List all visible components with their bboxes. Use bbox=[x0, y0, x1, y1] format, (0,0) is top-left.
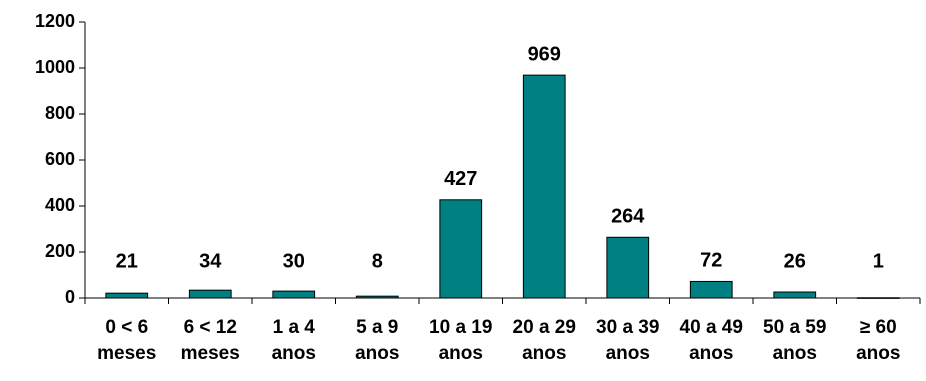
y-tick-label: 800 bbox=[45, 103, 75, 123]
bar bbox=[355, 295, 399, 299]
y-tick-label: 1200 bbox=[35, 11, 75, 31]
x-tick-label: 5 a 9 bbox=[356, 317, 398, 338]
x-tick-label: 0 < 6 bbox=[105, 317, 148, 338]
y-tick-label: 1000 bbox=[35, 57, 75, 77]
data-label: 21 bbox=[116, 250, 138, 272]
data-label: 26 bbox=[784, 250, 806, 272]
data-labels: 21 34 30 8 427 969 264 72 26 1 bbox=[116, 43, 884, 272]
x-tick-label: anos bbox=[272, 343, 316, 364]
x-tick-label: 6 < 12 bbox=[184, 317, 237, 338]
data-label: 427 bbox=[444, 168, 477, 190]
x-tick-label: anos bbox=[606, 343, 650, 364]
bar bbox=[188, 289, 232, 299]
bar bbox=[773, 291, 817, 299]
data-label: 72 bbox=[700, 250, 722, 272]
data-label: 969 bbox=[528, 43, 561, 65]
y-axis: 0 200 400 600 800 1000 1200 bbox=[35, 11, 86, 307]
x-tick-label: anos bbox=[355, 343, 399, 364]
bars bbox=[105, 74, 900, 299]
bar bbox=[522, 74, 566, 299]
x-tick-label: anos bbox=[439, 343, 483, 364]
bar bbox=[856, 297, 900, 299]
y-tick-label: 200 bbox=[45, 241, 75, 261]
data-label: 8 bbox=[372, 250, 383, 272]
data-label: 34 bbox=[199, 250, 222, 272]
x-tick-label: 10 a 19 bbox=[429, 317, 492, 338]
x-tick-labels: 0 < 6 meses 6 < 12 meses 1 a 4 anos 5 a 9 anos 1… bbox=[97, 317, 900, 364]
x-tick-label: ≥ 60 bbox=[860, 317, 897, 338]
x-tick-label: 1 a 4 bbox=[273, 317, 316, 338]
bar bbox=[606, 236, 650, 299]
x-tick-label: anos bbox=[773, 343, 817, 364]
y-tick-label: 400 bbox=[45, 195, 75, 215]
x-tick-label: meses bbox=[181, 343, 240, 364]
bar bbox=[439, 199, 483, 299]
bar bbox=[105, 292, 149, 299]
x-tick-label: 40 a 49 bbox=[680, 317, 743, 338]
x-tick-label: meses bbox=[97, 343, 156, 364]
data-label: 1 bbox=[873, 250, 884, 272]
x-tick-label: anos bbox=[856, 343, 900, 364]
bar bbox=[689, 280, 733, 299]
data-label: 264 bbox=[611, 206, 645, 228]
x-tick-label: 20 a 29 bbox=[513, 317, 576, 338]
y-tick-label: 0 bbox=[65, 287, 75, 307]
data-label: 30 bbox=[283, 250, 305, 272]
bar bbox=[272, 290, 316, 299]
x-tick-label: 50 a 59 bbox=[763, 317, 826, 338]
x-tick-label: anos bbox=[689, 343, 733, 364]
x-tick-label: 30 a 39 bbox=[596, 317, 659, 338]
x-tick-label: anos bbox=[522, 343, 566, 364]
x-axis bbox=[84, 297, 921, 304]
y-tick-label: 600 bbox=[45, 149, 75, 169]
